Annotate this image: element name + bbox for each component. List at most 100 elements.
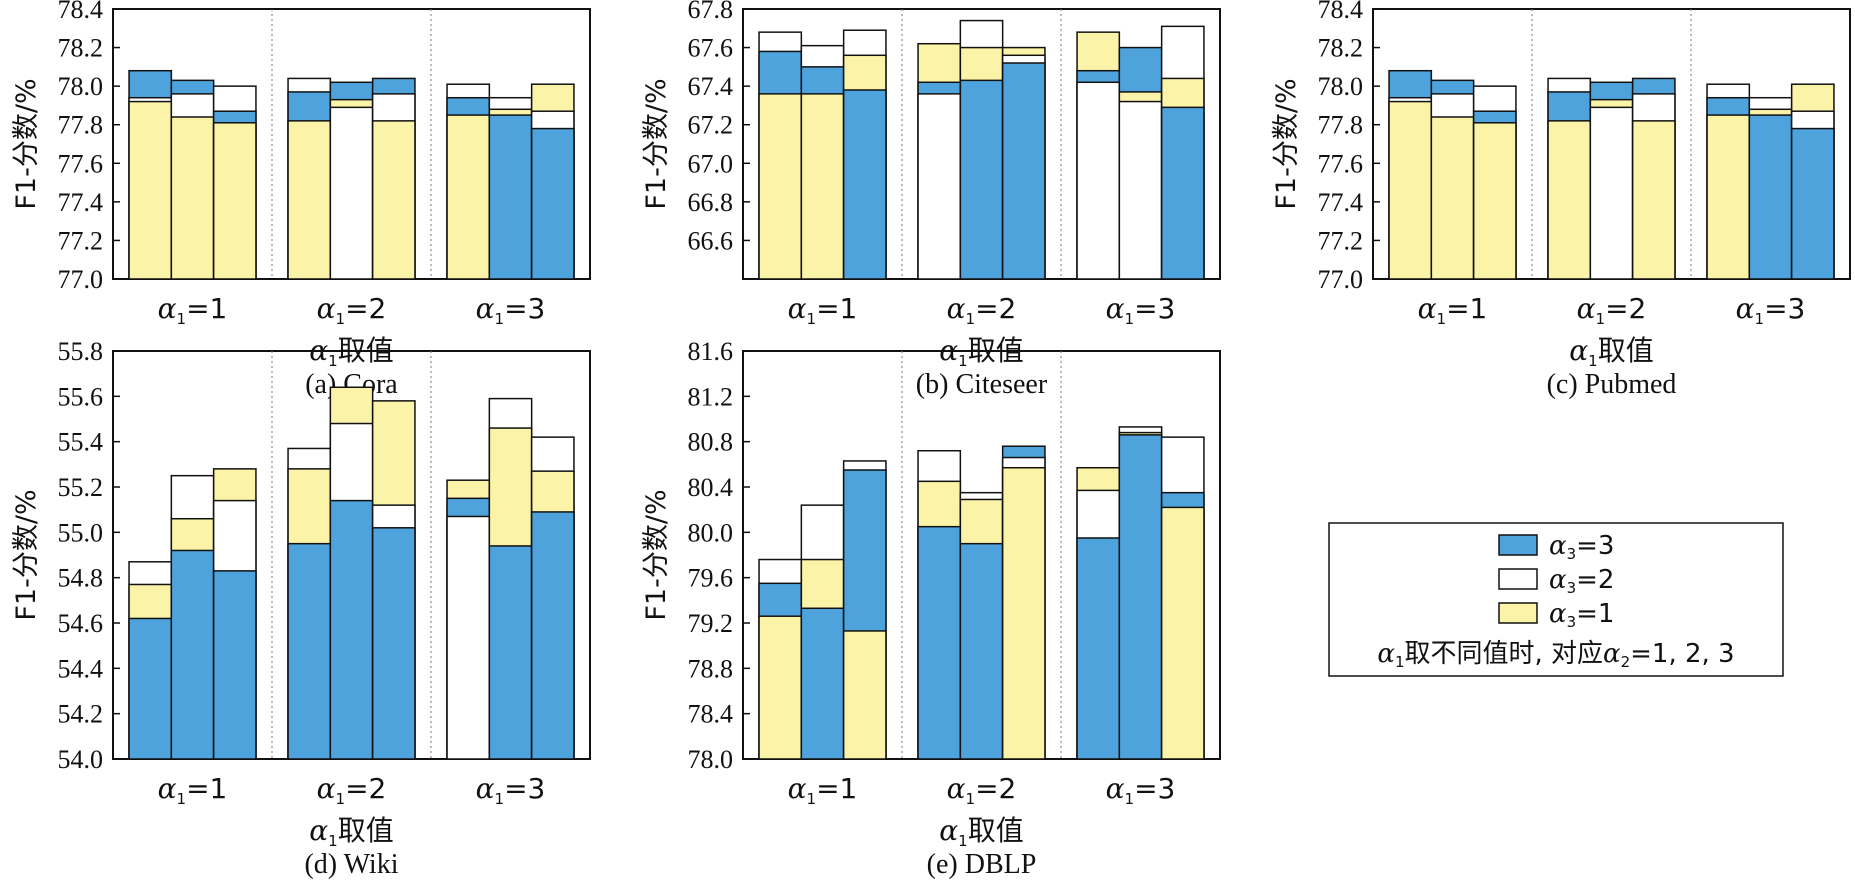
bar-a3-3-g2-b2: [959, 542, 1004, 760]
y-axis-title: F1-分数/%: [1271, 78, 1302, 209]
panel-caption: (d) Wiki: [304, 849, 398, 880]
panel-caption: (e) DBLP: [927, 849, 1037, 880]
bar-a3-1-g1-b1: [758, 93, 803, 280]
legend-swatch-a3-1: [1498, 602, 1538, 624]
y-tick-label: 77.0: [1318, 265, 1364, 294]
x-tick-label: α1=3: [1106, 772, 1176, 808]
bar-a3-3-g2-b3: [371, 527, 416, 760]
y-tick-label: 77.0: [58, 265, 104, 294]
bar-a3-1-g2-b3: [371, 120, 416, 280]
x-tick-label: α1=1: [158, 772, 228, 808]
bar-a3-3-g1-b3: [212, 570, 257, 760]
bar-a3-1-g1-b3: [842, 630, 887, 760]
y-tick-label: 54.4: [58, 654, 104, 683]
y-tick-label: 78.4: [1318, 0, 1364, 24]
bar-a3-1-g1-b2: [1430, 116, 1475, 280]
legend-frame: [1328, 522, 1784, 677]
x-tick-label: α1=1: [1418, 292, 1488, 328]
bar-a3-1-g2-b1: [1547, 120, 1592, 280]
chart-panel-4: 54.0 54.2 54.4 54.6 54.8 55.0 55.2 55.4 55.6 55.8…: [11, 337, 591, 880]
legend-label-a3-2: α3=2: [1549, 565, 1614, 597]
bar-a3-3-g2-b2: [959, 79, 1004, 280]
y-tick-label: 67.4: [688, 72, 734, 101]
bar-a3-3-g1-b1: [128, 617, 173, 760]
y-axis-title: F1-分数/%: [641, 78, 672, 209]
bar-a3-3-g3-b2: [1748, 114, 1793, 280]
legend-note: α1取不同值时, 对应α2=1, 2, 3: [1377, 639, 1734, 671]
bar-a3-3-g1-b2: [800, 607, 845, 760]
bar-a3-3-g2-b1: [287, 542, 332, 760]
bar-a3-3-g3-b2: [488, 114, 533, 280]
y-tick-label: 55.6: [58, 382, 104, 411]
y-tick-label: 67.0: [688, 149, 734, 178]
x-tick-label: α1=2: [317, 292, 387, 328]
y-tick-label: 78.2: [1318, 34, 1364, 63]
y-tick-label: 77.4: [1318, 188, 1364, 217]
y-tick-label: 81.6: [688, 337, 734, 366]
y-tick-label: 78.4: [688, 700, 734, 729]
legend: α3=3 α3=2 α3=1 α1取不同值时, 对应α2=1, 2, 3: [1328, 522, 1784, 677]
y-tick-label: 81.2: [688, 382, 734, 411]
bar-a3-3-g2-b3: [1001, 62, 1046, 280]
bar-a3-3-g3-b2: [1118, 434, 1163, 760]
x-tick-label: α1=3: [1736, 292, 1806, 328]
bar-a3-3-g2-b1: [917, 525, 962, 760]
y-tick-label: 77.2: [58, 226, 104, 255]
bar-a3-2-g2-b1: [917, 93, 962, 280]
y-axis-title: F1-分数/%: [641, 489, 672, 620]
y-tick-label: 78.0: [1318, 72, 1364, 101]
legend-swatch-a3-3: [1498, 534, 1538, 556]
y-tick-label: 80.8: [688, 428, 734, 457]
x-tick-label: α1=2: [947, 772, 1017, 808]
chart-panel-5: 78.0 78.4 78.8 79.2 79.6 80.0 80.4 80.8 81.2 81.6…: [641, 337, 1221, 880]
bar-a3-1-g1-b2: [800, 93, 845, 280]
y-tick-label: 54.6: [58, 609, 104, 638]
x-tick-label: α1=3: [476, 772, 546, 808]
chart-panel-2: 66.6 66.8 67.0 67.2 67.4 67.6 67.8 α1=1 α1=2 α1=3…: [641, 0, 1221, 400]
bar-a3-3-g3-b3: [530, 511, 575, 760]
bar-a3-3-g3-b1: [1076, 537, 1121, 760]
y-tick-label: 55.2: [58, 473, 104, 502]
y-tick-label: 78.0: [688, 745, 734, 774]
bar-a3-3-g2-b2: [329, 499, 374, 760]
x-tick-label: α1=1: [788, 772, 858, 808]
bar-a3-1-g1-b1: [1388, 100, 1433, 280]
y-tick-label: 77.4: [58, 188, 104, 217]
x-tick-label: α1=2: [317, 772, 387, 808]
y-tick-label: 54.2: [58, 700, 104, 729]
bar-a3-3-g3-b3: [530, 127, 575, 280]
bar-a3-1-g1-b3: [212, 122, 257, 280]
legend-swatch-a3-2: [1498, 568, 1538, 590]
y-tick-label: 67.2: [688, 111, 734, 140]
y-tick-label: 77.8: [58, 111, 104, 140]
bar-a3-1-g1-b1: [758, 615, 803, 760]
y-tick-label: 79.2: [688, 609, 734, 638]
y-tick-label: 54.0: [58, 745, 104, 774]
y-tick-label: 67.6: [688, 34, 734, 63]
y-tick-label: 55.8: [58, 337, 104, 366]
y-tick-label: 66.6: [688, 226, 734, 255]
y-tick-label: 55.0: [58, 518, 104, 547]
y-tick-label: 78.2: [58, 34, 104, 63]
x-tick-label: α1=1: [158, 292, 228, 328]
x-tick-label: α1=1: [788, 292, 858, 328]
legend-label-a3-1: α3=1: [1549, 599, 1614, 631]
bar-a3-1-g3-b1: [1706, 114, 1751, 280]
y-tick-label: 77.2: [1318, 226, 1364, 255]
bar-a3-1-g2-b3: [1001, 466, 1046, 760]
panel-caption: (c) Pubmed: [1547, 369, 1677, 400]
y-tick-label: 54.8: [58, 564, 104, 593]
y-tick-label: 55.4: [58, 428, 104, 457]
chart-panels: 77.0 77.2 77.4 77.6 77.8 78.0 78.2 78.4 α1=1 α1=2…: [11, 0, 1851, 880]
y-tick-label: 78.0: [58, 72, 104, 101]
bar-a3-3-g3-b2: [488, 545, 533, 760]
x-axis-title: α1取值: [939, 814, 1023, 850]
y-tick-label: 77.6: [1318, 149, 1364, 178]
y-tick-label: 77.8: [1318, 111, 1364, 140]
bar-a3-2-g3-b1: [446, 515, 491, 760]
bar-a3-3-g1-b2: [170, 549, 215, 760]
y-tick-label: 80.0: [688, 518, 734, 547]
y-tick-label: 80.4: [688, 473, 734, 502]
y-tick-label: 66.8: [688, 188, 734, 217]
